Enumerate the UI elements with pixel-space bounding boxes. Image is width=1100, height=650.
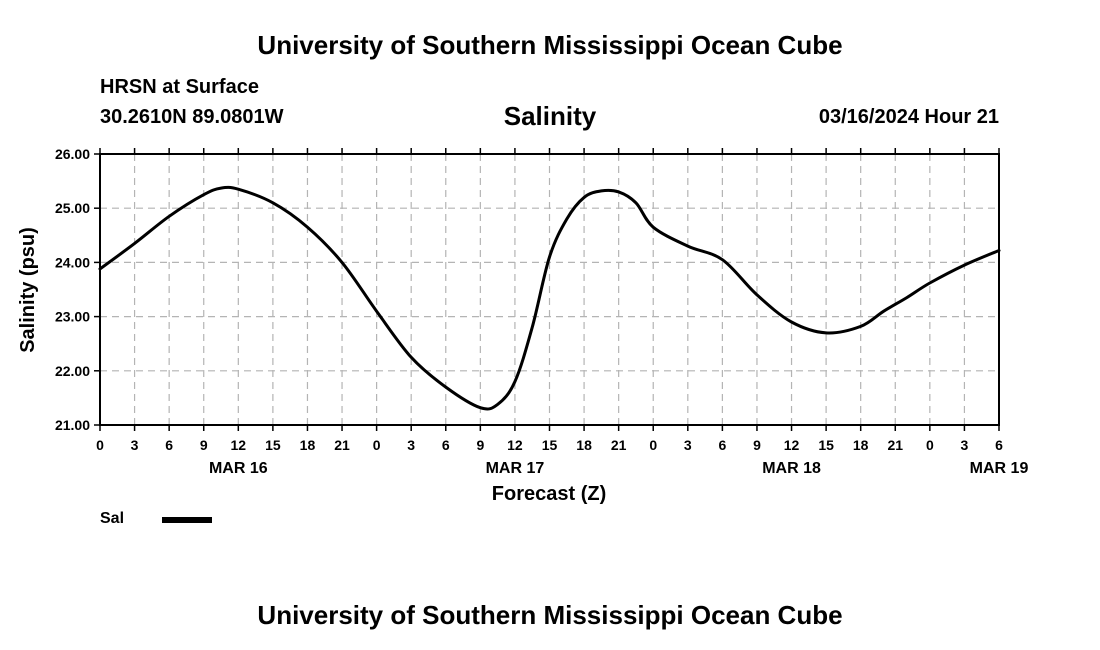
page-title: University of Southern Mississippi Ocean… — [257, 30, 843, 60]
x-tick-label: 0 — [649, 437, 657, 453]
x-tick-label: 18 — [576, 437, 592, 453]
x-tick-label: 3 — [131, 437, 139, 453]
x-tick-label: 0 — [373, 437, 381, 453]
x-date-label: MAR 17 — [486, 460, 545, 477]
x-tick-label: 3 — [961, 437, 969, 453]
x-tick-label: 6 — [165, 437, 173, 453]
y-tick-label: 25.00 — [55, 200, 90, 216]
y-tick-label: 24.00 — [55, 254, 90, 270]
x-tick-label: 6 — [718, 437, 726, 453]
x-tick-label: 12 — [231, 437, 247, 453]
x-tick-label: 15 — [818, 437, 834, 453]
y-tick-label: 23.00 — [55, 309, 90, 325]
x-tick-label: 3 — [684, 437, 692, 453]
x-tick-label: 12 — [507, 437, 523, 453]
x-tick-label: 15 — [265, 437, 281, 453]
legend-swatch — [162, 517, 212, 523]
x-tick-label: 0 — [926, 437, 934, 453]
x-tick-label: 0 — [96, 437, 104, 453]
x-tick-label: 18 — [853, 437, 869, 453]
x-tick-label: 21 — [334, 437, 350, 453]
x-date-label: MAR 16 — [209, 460, 268, 477]
y-tick-label: 26.00 — [55, 146, 90, 162]
x-date-label: MAR 18 — [762, 460, 821, 477]
x-tick-label: 9 — [200, 437, 208, 453]
x-tick-label: 9 — [476, 437, 484, 453]
x-axis-label: Forecast (Z) — [492, 483, 606, 505]
station-label: HRSN at Surface — [100, 76, 259, 98]
x-tick-label: 9 — [753, 437, 761, 453]
x-tick-label: 18 — [300, 437, 316, 453]
x-tick-label: 3 — [407, 437, 415, 453]
forecast-datetime: 03/16/2024 Hour 21 — [818, 106, 999, 128]
x-tick-label: 6 — [995, 437, 1003, 453]
x-tick-label: 15 — [542, 437, 558, 453]
y-axis-label: Salinity (psu) — [17, 227, 39, 353]
y-tick-label: 21.00 — [55, 417, 90, 433]
footer-title: University of Southern Mississippi Ocean… — [257, 600, 843, 630]
x-tick-label: 6 — [442, 437, 450, 453]
y-tick-label: 22.00 — [55, 363, 90, 379]
x-tick-label: 21 — [611, 437, 627, 453]
legend-label: Sal — [100, 510, 125, 527]
x-tick-label: 21 — [887, 437, 903, 453]
plot-frame — [99, 153, 1000, 426]
chart-title: Salinity — [503, 101, 597, 131]
coordinates-label: 30.2610N 89.0801W — [100, 106, 284, 128]
x-date-label: MAR 19 — [970, 460, 1029, 477]
series-line-sal — [98, 185, 1001, 411]
x-tick-label: 12 — [784, 437, 800, 453]
